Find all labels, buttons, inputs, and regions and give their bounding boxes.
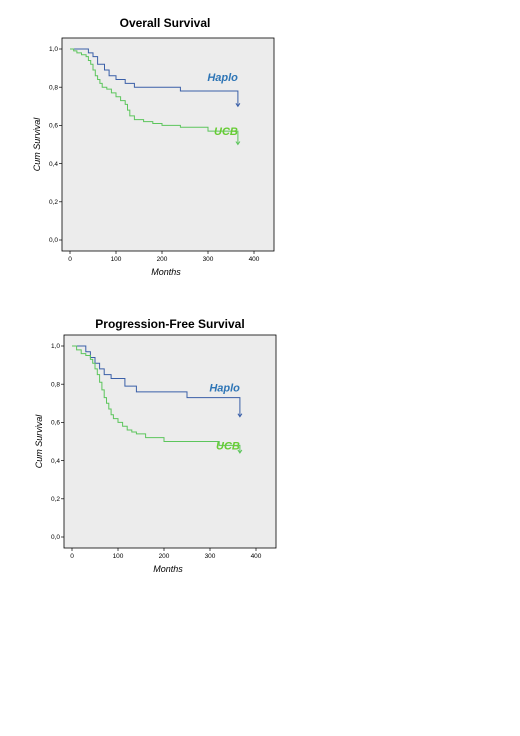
- y-tick-label: 0,0: [51, 534, 60, 541]
- series-end-marker: [237, 413, 243, 418]
- y-tick-label: 0,0: [49, 237, 58, 244]
- y-tick-label: 0,6: [49, 123, 58, 130]
- chart-1: 0,0 0,2 0,4 0,6 0,8 1,0 0 100 200 300 400 Months Cum…: [34, 334, 277, 574]
- x-axis-label: Months: [151, 267, 181, 277]
- x-tick-label: 200: [157, 256, 168, 263]
- y-tick-label: 1,0: [49, 46, 58, 53]
- x-tick-label: 100: [113, 553, 124, 560]
- series-label-haplo: Haplo: [209, 383, 240, 395]
- y-tick-label: 0,8: [49, 84, 58, 91]
- series-line-haplo: [70, 48, 239, 107]
- y-axis-label: Cum Survival: [32, 117, 42, 172]
- chart-0: 0,0 0,2 0,4 0,6 0,8 1,0 0 100 200 300 400 Months Cum…: [32, 37, 275, 277]
- x-tick-label: 0: [70, 553, 74, 560]
- chart-title-progression-free-survival: Progression-Free Survival: [95, 317, 245, 331]
- y-tick-label: 0,6: [51, 420, 60, 427]
- y-axis-label: Cum Survival: [34, 414, 44, 469]
- y-tick-label: 0,2: [51, 496, 60, 503]
- x-tick-label: 0: [68, 256, 72, 263]
- series-line-ucb: [70, 48, 239, 145]
- plot-background: [61, 37, 275, 252]
- x-tick-label: 200: [159, 553, 170, 560]
- series-end-marker: [235, 141, 241, 146]
- y-tick-label: 0,4: [49, 161, 58, 168]
- series-line-ucb: [72, 345, 241, 453]
- y-tick-label: 0,2: [49, 199, 58, 206]
- series-end-marker: [237, 449, 243, 454]
- chart-title-overall-survival: Overall Survival: [119, 16, 211, 30]
- series-label-ucb: UCB: [214, 126, 238, 138]
- x-tick-label: 100: [111, 256, 122, 263]
- series-label-ucb: UCB: [216, 440, 240, 452]
- y-tick-label: 1,0: [51, 343, 60, 350]
- series-line-haplo: [72, 345, 241, 417]
- x-tick-label: 300: [203, 256, 214, 263]
- x-tick-label: 400: [249, 256, 260, 263]
- x-axis-label: Months: [153, 564, 183, 574]
- y-tick-label: 0,8: [51, 381, 60, 388]
- series-end-marker: [235, 103, 241, 108]
- series-label-haplo: Haplo: [207, 72, 238, 84]
- y-tick-label: 0,4: [51, 458, 60, 465]
- x-tick-label: 400: [251, 553, 262, 560]
- x-tick-label: 300: [205, 553, 216, 560]
